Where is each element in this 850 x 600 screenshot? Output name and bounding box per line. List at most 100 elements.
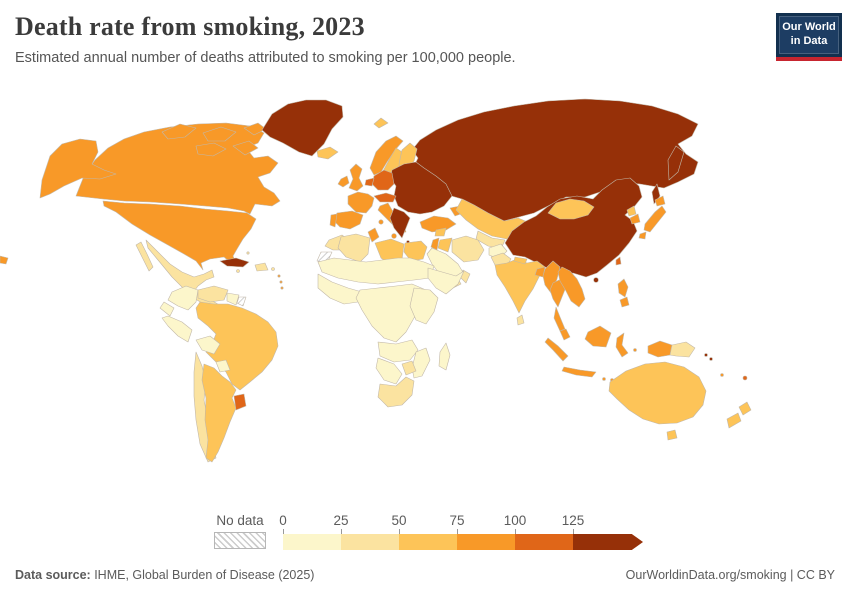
country-angola-zambia[interactable] [377,339,419,363]
country-sahel[interactable] [317,257,435,285]
country-namibia-botswana[interactable] [375,357,403,385]
country-south-korea[interactable] [629,213,641,225]
country-uk[interactable] [348,163,364,192]
country-taiwan[interactable] [615,256,622,266]
country-russia-kamchatka[interactable] [667,145,685,181]
country-indochina[interactable] [557,266,586,308]
legend-no-data[interactable]: No data [214,513,266,549]
country-thailand-peninsula[interactable] [553,306,566,332]
country-peru[interactable] [161,315,193,343]
country-canada-arctic-2[interactable] [202,126,237,142]
country-hainan[interactable] [593,277,599,283]
country-syria[interactable] [434,227,447,237]
country-solomon-1[interactable] [704,353,708,357]
country-portugal[interactable] [329,213,338,228]
country-italy-sicily[interactable] [391,233,397,239]
license-note[interactable]: OurWorldinData.org/smoking | CC BY [625,568,835,582]
country-indonesia-moluccas[interactable] [633,348,637,352]
country-mongolia[interactable] [547,198,595,220]
country-tunisia[interactable] [367,227,380,243]
country-norway[interactable] [369,135,404,176]
country-spain[interactable] [333,210,364,230]
country-french-guiana[interactable] [236,296,247,307]
country-madagascar[interactable] [438,342,451,371]
country-mexico-baja[interactable] [135,241,154,272]
country-indonesia-west-new-guinea[interactable] [647,340,673,358]
country-colombia[interactable] [167,285,199,311]
country-bahamas[interactable] [246,251,250,255]
country-brazil[interactable] [195,301,279,391]
country-france[interactable] [347,191,375,214]
country-new-zealand-north[interactable] [738,401,752,416]
country-paraguay[interactable] [215,359,231,373]
country-iceland[interactable] [316,146,339,160]
country-philippines-mindanao[interactable] [619,296,630,308]
country-papua-new-guinea[interactable] [669,341,696,358]
country-australia-tasmania[interactable] [666,429,678,441]
country-egypt[interactable] [403,240,428,262]
country-italy-sardinia[interactable] [378,219,384,225]
country-indonesia-sumatra[interactable] [544,337,569,362]
country-indonesia-sulawesi[interactable] [615,332,629,358]
country-svalbard[interactable] [373,117,389,129]
country-cuba[interactable] [219,257,250,268]
country-canada[interactable] [75,122,281,215]
country-guyanas[interactable] [226,292,240,306]
country-canada-arctic-1[interactable] [161,123,197,140]
country-solomon-2[interactable] [709,357,713,361]
country-eastern-europe[interactable] [389,161,453,215]
country-balkans-greece[interactable] [389,207,411,239]
country-lesser-antilles-3[interactable] [280,286,284,290]
country-argentina[interactable] [201,363,237,463]
country-new-zealand-south[interactable] [726,412,742,429]
country-canada-arctic-3[interactable] [195,142,227,157]
country-iraq[interactable] [437,237,453,253]
country-japan-hokkaido[interactable] [654,195,666,207]
country-usa-hawaii[interactable] [0,255,9,265]
country-usa-alaska[interactable] [39,138,117,199]
country-australia[interactable] [608,361,707,425]
country-philippines-luzon[interactable] [617,278,629,298]
owid-logo-red-bar [776,56,842,61]
country-horn-of-africa[interactable] [427,267,465,295]
country-mexico[interactable] [145,239,215,295]
country-puerto-rico[interactable] [271,267,275,271]
country-japan-kyushu[interactable] [638,231,647,240]
country-greenland[interactable] [261,99,344,157]
country-germany[interactable] [371,169,395,191]
country-sri-lanka[interactable] [516,314,525,326]
country-ireland[interactable] [337,175,350,188]
country-algeria[interactable] [337,233,371,263]
country-indonesia-borneo[interactable] [584,325,612,348]
country-fiji[interactable] [742,375,748,381]
country-japan-honshu[interactable] [643,205,667,233]
country-turkey[interactable] [419,215,457,233]
country-russia-sakhalin[interactable] [651,183,661,205]
country-bolivia[interactable] [195,335,221,355]
country-indonesia-sunda-1[interactable] [602,377,606,381]
country-nepal[interactable] [513,256,528,265]
country-north-korea[interactable] [626,205,637,217]
country-venezuela[interactable] [197,285,229,303]
country-lesser-antilles-2[interactable] [279,280,283,284]
country-jamaica[interactable] [236,269,240,273]
country-lesser-antilles-1[interactable] [277,274,281,278]
country-zimbabwe[interactable] [401,360,417,376]
country-benelux[interactable] [364,177,375,187]
country-ecuador[interactable] [159,301,175,317]
country-canada-arctic-4[interactable] [232,140,259,156]
owid-logo[interactable]: Our World in Data [776,13,842,61]
country-east-africa[interactable] [409,287,439,325]
country-uruguay[interactable] [233,393,247,411]
country-indonesia-java[interactable] [561,366,597,378]
country-hispaniola[interactable] [254,262,269,272]
country-central-africa[interactable] [355,283,427,343]
country-vanuatu[interactable] [720,373,724,377]
legend-color-scale[interactable]: 0 25 50 75 100 125 [279,513,653,553]
country-iran[interactable] [451,235,485,263]
country-india[interactable] [494,258,546,314]
country-south-africa[interactable] [377,376,415,408]
country-malaysia[interactable] [559,328,571,341]
country-switzerland-austria[interactable] [373,192,397,203]
